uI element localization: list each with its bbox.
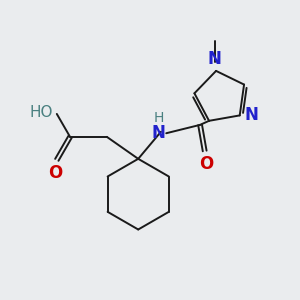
Text: O: O (48, 164, 62, 182)
Text: HO: HO (30, 105, 53, 120)
Text: N: N (244, 106, 258, 124)
Text: N: N (208, 50, 221, 68)
Text: N: N (152, 124, 166, 142)
Text: O: O (199, 155, 213, 173)
Text: H: H (153, 111, 164, 125)
